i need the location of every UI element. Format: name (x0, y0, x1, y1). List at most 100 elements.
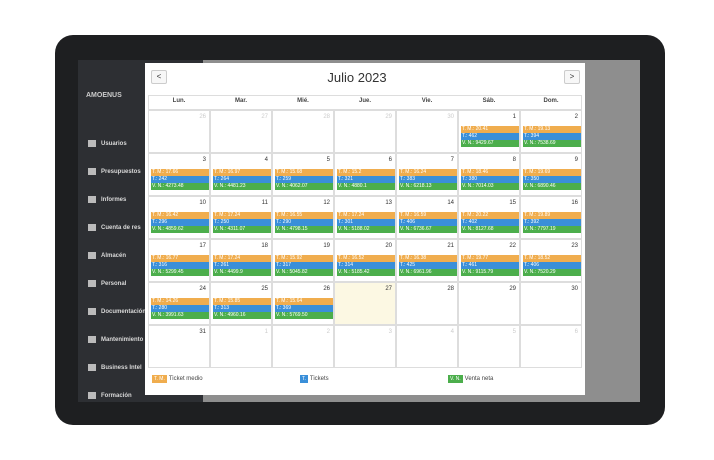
day-cell[interactable]: 26 (148, 110, 210, 153)
day-cell[interactable]: 11 T. M.: 17.24 T.: 250 V. N.: 4311.07 (210, 196, 272, 239)
badge-t: T.: 280 (151, 305, 209, 312)
menu-item[interactable]: Business Intel (88, 364, 142, 371)
badge-tm: T. M.: 16.24 (399, 169, 457, 176)
day-cell[interactable]: 3 (334, 325, 396, 368)
next-button[interactable]: > (564, 70, 580, 84)
badge-tm: T. M.: 17.24 (213, 255, 271, 262)
badge-value: 4798.15 (289, 226, 308, 232)
badge-value: 4859.62 (165, 226, 184, 232)
menu-item[interactable]: Usuarios (88, 140, 127, 147)
badge-t: T.: 321 (337, 176, 395, 183)
badge-label: V. N.: (152, 269, 165, 275)
day-cell[interactable]: 5 T. M.: 15.68 T.: 259 V. N.: 4062.07 (272, 153, 334, 196)
day-cell[interactable]: 12 T. M.: 16.55 T.: 290 V. N.: 4798.15 (272, 196, 334, 239)
day-cell[interactable]: 25 T. M.: 15.85 T.: 313 V. N.: 4960.16 (210, 282, 272, 325)
menu-item[interactable]: Cuenta de res (88, 224, 141, 231)
day-cell[interactable]: 26 T. M.: 15.64 T.: 369 V. N.: 5769.50 (272, 282, 334, 325)
day-cell[interactable]: 14 T. M.: 16.59 T.: 406 V. N.: 6736.67 (396, 196, 458, 239)
day-cell[interactable]: 27 (334, 282, 396, 325)
day-cell[interactable]: 21 T. M.: 16.38 T.: 425 V. N.: 6961.96 (396, 239, 458, 282)
badge-label: V. N.: (524, 183, 537, 189)
day-cell[interactable]: 30 (396, 110, 458, 153)
day-cell[interactable]: 28 (396, 282, 458, 325)
day-cell[interactable]: 1 T. M.: 20.41 T.: 462 V. N.: 9429.67 (458, 110, 520, 153)
badge-tm: T. M.: 20.41 (461, 126, 519, 133)
day-cell[interactable]: 1 (210, 325, 272, 368)
day-cell[interactable]: 6 T. M.: 15.2 T.: 321 V. N.: 4880.1 (334, 153, 396, 196)
badge-label: V. N.: (400, 269, 413, 275)
day-cell[interactable]: 20 T. M.: 16.52 T.: 314 V. N.: 5185.42 (334, 239, 396, 282)
day-cell[interactable]: 15 T. M.: 20.22 T.: 402 V. N.: 8127.68 (458, 196, 520, 239)
badge-label: V. N.: (400, 183, 413, 189)
menu-item[interactable]: Presupuestos (88, 168, 141, 175)
day-cell[interactable]: 7 T. M.: 16.24 T.: 383 V. N.: 6218.13 (396, 153, 458, 196)
day-number: 27 (385, 286, 392, 292)
menu-item[interactable]: Informes (88, 196, 126, 203)
badge-value: 15.64 (289, 298, 303, 304)
badge-tm: T. M.: 18.52 (523, 255, 581, 262)
day-cell[interactable]: 4 (396, 325, 458, 368)
menu-item[interactable]: Almacén (88, 252, 126, 259)
day-number: 26 (199, 114, 206, 120)
badge-label: T. M.: (276, 169, 289, 175)
badge-value: 7014.03 (475, 183, 494, 189)
badge-label: V. N.: (462, 183, 475, 189)
legend-label: Ticket medio (168, 376, 203, 382)
day-cell[interactable]: 31 (148, 325, 210, 368)
day-cell[interactable]: 28 (272, 110, 334, 153)
menu-item[interactable]: Documentación (88, 308, 146, 315)
badge-value: 392 (530, 219, 540, 225)
day-cell[interactable]: 29 (334, 110, 396, 153)
badge-value: 7538.69 (537, 140, 556, 146)
badge-label: V. N.: (152, 312, 165, 318)
badge-label: T. M.: (152, 212, 165, 218)
badge-label: T. M.: (462, 255, 475, 261)
badge-label: T.: (214, 262, 220, 268)
day-cell[interactable]: 16 T. M.: 19.89 T.: 392 V. N.: 7797.19 (520, 196, 582, 239)
badge-label: V. N.: (524, 269, 537, 275)
day-cell[interactable]: 9 T. M.: 19.69 T.: 350 V. N.: 6890.46 (520, 153, 582, 196)
prev-button[interactable]: < (151, 70, 167, 84)
day-cell[interactable]: 8 T. M.: 18.46 T.: 380 V. N.: 7014.03 (458, 153, 520, 196)
day-number: 29 (509, 286, 516, 292)
badge-value: 15.92 (289, 255, 303, 261)
menu-item[interactable]: Formación (88, 392, 132, 399)
day-cell[interactable]: 23 T. M.: 18.52 T.: 406 V. N.: 7520.29 (520, 239, 582, 282)
day-number: 4 (264, 157, 268, 163)
badge-value: 4311.07 (227, 226, 246, 232)
badge-tm: T. M.: 16.55 (275, 212, 333, 219)
badge-t: T.: 392 (523, 219, 581, 226)
day-cell[interactable]: 19 T. M.: 15.92 T.: 317 V. N.: 5045.82 (272, 239, 334, 282)
menu-item[interactable]: Mantenimiento (88, 336, 143, 343)
menu-item[interactable]: Personal (88, 280, 126, 287)
day-cell[interactable]: 18 T. M.: 17.24 T.: 261 V. N.: 4499.9 (210, 239, 272, 282)
day-cell[interactable]: 10 T. M.: 16.42 T.: 296 V. N.: 4859.62 (148, 196, 210, 239)
badge-vn: V. N.: 7014.03 (461, 183, 519, 190)
day-cell[interactable]: 22 T. M.: 19.77 T.: 461 V. N.: 9115.79 (458, 239, 520, 282)
day-cell[interactable]: 5 (458, 325, 520, 368)
day-number: 11 (261, 200, 268, 206)
day-cell[interactable]: 6 (520, 325, 582, 368)
day-cell[interactable]: 4 T. M.: 16.97 T.: 264 V. N.: 4481.23 (210, 153, 272, 196)
day-cell[interactable]: 2 (272, 325, 334, 368)
day-number: 14 (447, 200, 454, 206)
badge-tm: T. M.: 16.42 (151, 212, 209, 219)
day-cell[interactable]: 2 T. M.: 19.13 T.: 394 V. N.: 7538.69 (520, 110, 582, 153)
weekday: Lun. (172, 98, 186, 104)
badge-value: 15.68 (289, 169, 303, 175)
badge-vn: V. N.: 8127.68 (461, 226, 519, 233)
badge-value: 16.55 (289, 212, 303, 218)
day-cell[interactable]: 29 (458, 282, 520, 325)
badge-value: 4499.9 (227, 269, 243, 275)
badge-vn: V. N.: 9429.67 (461, 140, 519, 147)
badge-value: 17.24 (227, 212, 241, 218)
day-cell[interactable]: 17 T. M.: 16.77 T.: 316 V. N.: 5299.45 (148, 239, 210, 282)
day-cell[interactable]: 24 T. M.: 14.26 T.: 280 V. N.: 3991.63 (148, 282, 210, 325)
day-cell[interactable]: 3 T. M.: 17.66 T.: 242 V. N.: 4273.48 (148, 153, 210, 196)
badge-value: 7520.29 (537, 269, 556, 275)
badge-vn: V. N.: 3991.63 (151, 312, 209, 319)
day-cell[interactable]: 30 (520, 282, 582, 325)
day-cell[interactable]: 27 (210, 110, 272, 153)
day-cell[interactable]: 13 T. M.: 17.24 T.: 301 V. N.: 5188.02 (334, 196, 396, 239)
